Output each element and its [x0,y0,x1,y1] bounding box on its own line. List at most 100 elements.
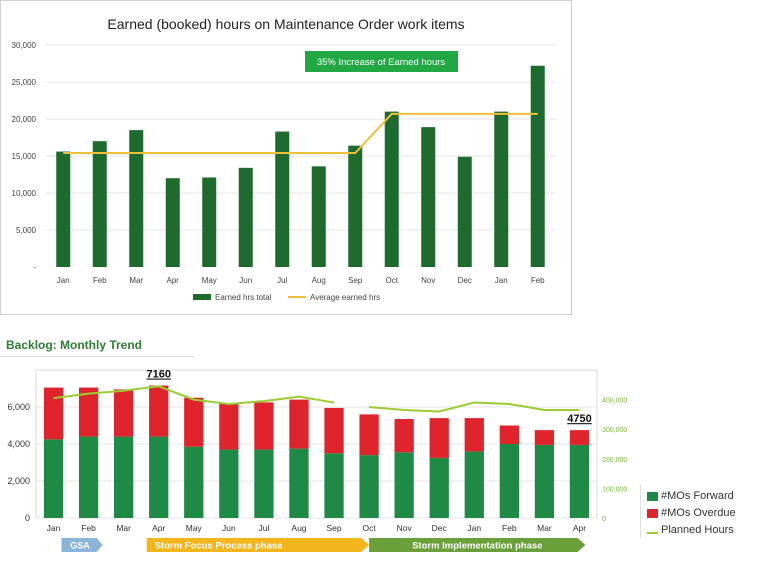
y-tick-label: 20,000 [12,115,37,124]
bar-overdue [289,399,309,449]
bar-overdue [254,402,274,450]
legend-label-overdue: #MOs Overdue [661,507,736,519]
y-right-tick-label: 200,000 [602,457,627,464]
planned-hours-line [53,385,335,406]
bar [457,156,472,267]
bar-overdue [359,414,379,456]
bar-forward [219,449,239,518]
y-tick-label: 15,000 [12,152,37,161]
x-tick-label: Dec [432,523,448,533]
bar-overdue [78,387,99,437]
bar-overdue [499,425,519,444]
y-left-tick-label: 6,000 [7,402,30,412]
y-tick-label: 25,000 [12,78,37,87]
x-tick-label: Nov [421,276,435,285]
legend-label-earned: Earned hrs total [215,293,272,302]
x-tick-label: Apr [152,523,165,533]
bar-overdue [149,385,169,437]
y-left-tick-label: 4,000 [7,439,30,449]
legend-swatch-forward [647,491,658,501]
bar [238,167,253,267]
legend-label-planned: Planned Hours [661,524,734,536]
bar-forward [324,453,344,518]
bar-forward [394,452,414,518]
legend-label-average: Average earned hrs [310,293,380,302]
y-left-tick-label: 2,000 [7,476,30,486]
legend-item-overdue: #MOs Overdue [647,507,736,519]
average-line [63,112,538,155]
x-tick-label: Nov [397,523,413,533]
bar [421,127,436,267]
phase-arrow-focus [146,538,370,552]
backlog-heading: Backlog: Monthly Trend [6,338,143,352]
x-tick-label: Jun [222,523,236,533]
y-left-tick-label: 0 [25,513,30,523]
callout-label: 4750 [567,413,591,425]
x-tick-label: Apr [573,523,586,533]
x-tick-label: Sep [348,276,363,285]
bar-forward [114,436,134,518]
bar-overdue [219,403,239,450]
bar-forward [78,436,99,518]
y-tick-label: 5,000 [16,226,37,235]
y-right-tick-label: 400,000 [602,398,627,405]
bar [202,177,217,267]
bar-overdue [464,418,484,452]
bar [494,111,509,267]
legend-label-forward: #MOs Forward [661,490,734,502]
y-right-tick-label: 300,000 [602,427,627,434]
chart-title: Earned (booked) hours on Maintenance Ord… [107,16,464,32]
bar-forward [43,439,64,518]
earned-hours-chart-svg: Earned (booked) hours on Maintenance Ord… [12,16,556,302]
x-tick-label: Oct [362,523,376,533]
backlog-heading-rule [0,356,195,357]
annotation-box: 35% Increase of Earned hours [305,51,458,72]
bar-forward [254,449,274,518]
bar-forward [289,448,309,518]
y-right-tick-label: 0 [602,516,606,523]
x-tick-label: Feb [93,276,107,285]
bar [530,65,545,267]
x-tick-label: May [202,276,217,285]
bar [165,178,180,267]
x-tick-label: Jan [467,523,481,533]
annotation-text: 35% Increase of Earned hours [317,57,446,68]
bar-overdue [114,389,134,437]
bar [311,166,326,267]
bar-overdue [569,430,590,445]
phase-label-focus: Storm Focus Process phase [155,541,283,552]
x-tick-label: Jul [277,276,287,285]
planned-hours-line [369,401,580,413]
phase-label-gsa: GSA [70,541,90,551]
x-tick-label: Feb [502,523,517,533]
x-tick-label: Jan [495,276,508,285]
bar [129,130,144,267]
x-tick-label: Aug [312,276,326,285]
bar-forward [464,451,484,518]
bar-forward [569,444,590,518]
callout-label: 7160 [146,369,170,381]
bar-forward [359,455,379,518]
x-tick-label: Mar [129,276,143,285]
x-tick-label: May [186,523,203,533]
legend-swatch-overdue [647,508,658,518]
x-tick-label: Jun [239,276,252,285]
y-tick-label: 10,000 [12,189,37,198]
y-tick-label: - [33,263,36,272]
bar [275,131,290,267]
bar-forward [184,446,204,518]
backlog-legend: #MOs Forward #MOs Overdue Planned Hours [640,484,761,538]
x-tick-label: Feb [531,276,545,285]
phase-arrow-implementation [369,538,586,552]
bar-forward [534,444,555,518]
y-right-tick-label: 100,000 [602,486,627,493]
x-tick-label: Aug [291,523,306,533]
phase-label-implementation: Storm Implementation phase [412,541,542,552]
bar-overdue [43,387,64,440]
legend-swatch-planned [647,526,658,534]
x-tick-label: Mar [116,523,131,533]
bar [92,141,107,267]
bar [384,111,399,267]
bar-overdue [534,430,555,445]
x-tick-label: Jul [258,523,269,533]
